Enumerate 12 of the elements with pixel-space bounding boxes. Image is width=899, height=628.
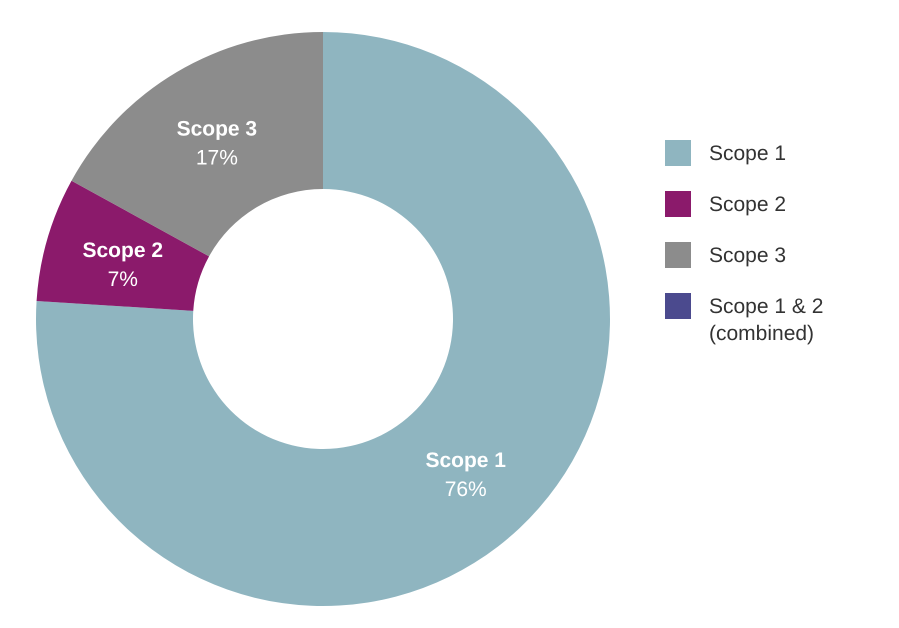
legend-label: Scope 3 [709, 243, 788, 269]
donut-slice [36, 180, 210, 311]
legend-label: Scope 1 & 2 (combined) [709, 294, 824, 347]
data-label: 17% [196, 146, 238, 170]
legend-label: Scope 1 [709, 141, 788, 167]
donut-slice [36, 32, 610, 606]
slice-label: Scope 1 [425, 448, 506, 472]
slice-label: Scope 2 [82, 238, 164, 262]
data-label: 7% [108, 268, 138, 291]
data-label: 76% [444, 478, 487, 501]
slice-label: Scope 3 [176, 118, 258, 141]
legend-label: Scope 2 [709, 192, 788, 218]
